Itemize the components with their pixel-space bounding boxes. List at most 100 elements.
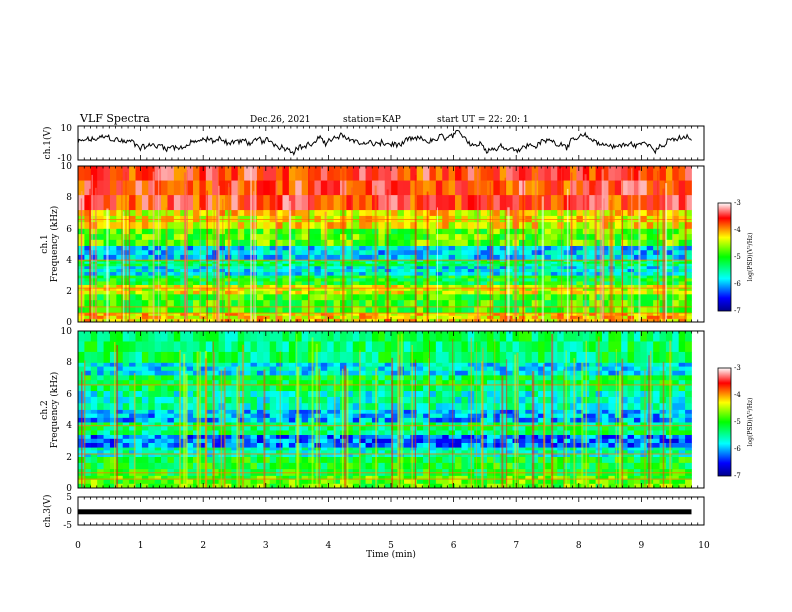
spectrogram-cell: [621, 166, 628, 181]
spectrogram-cell: [499, 195, 507, 211]
spectrogram-cell: [391, 430, 398, 436]
spectrogram-cell: [263, 261, 271, 265]
spectrogram-cell: [685, 434, 692, 440]
spectrogram-cell: [678, 413, 686, 419]
spectrogram-cell: [455, 228, 462, 235]
spectrogram-cell: [135, 265, 143, 270]
spectrogram-cell: [474, 462, 481, 470]
spectrogram-cell: [359, 456, 366, 464]
spectrogram-cell: [90, 409, 98, 415]
spectrogram-cell: [429, 180, 437, 196]
spectrogram-cell: [180, 180, 188, 196]
spectrogram-cell: [685, 259, 692, 263]
spectrogram-cell: [282, 396, 290, 404]
spectrogram-cell: [199, 438, 207, 444]
spectrogram-cell: [384, 403, 392, 410]
spectrogram-cell: [212, 462, 219, 470]
spectrogram-cell: [282, 228, 290, 235]
spectrogram-cell: [365, 422, 373, 427]
spectrogram-cell: [423, 263, 430, 267]
spectrogram-cell: [410, 475, 418, 481]
spectrogram-cell: [633, 456, 641, 464]
spectrogram-cell: [672, 306, 680, 314]
spectrogram-cell: [116, 456, 124, 464]
spectrogram-cell: [614, 259, 622, 263]
spectrogram-cell: [199, 312, 207, 317]
spectrogram-cell: [627, 475, 635, 481]
spectrogram-cell: [148, 290, 156, 295]
spectrogram-cell: [148, 434, 156, 440]
spectrogram-cell: [129, 261, 136, 265]
spectrogram-cell: [455, 239, 462, 246]
spectrogram-cell: [327, 239, 335, 246]
spectrogram-cell: [455, 442, 462, 448]
spectrogram-cell: [423, 281, 430, 285]
spectrogram-cell: [672, 259, 680, 263]
spectrogram-cell: [173, 287, 181, 292]
spectrogram-cell: [301, 447, 309, 451]
spectrogram-cell: [442, 426, 450, 431]
spectrogram-cell: [224, 479, 232, 485]
spectrogram-cell: [193, 272, 200, 276]
spectrogram-cell: [423, 250, 430, 256]
spectrogram-cell: [416, 438, 424, 444]
spectrogram-cell: [295, 278, 303, 282]
spectrogram-cell: [384, 483, 392, 489]
spectrogram-cell: [116, 228, 124, 235]
spectrogram-cell: [378, 239, 386, 246]
spectrogram-cell: [288, 166, 296, 181]
spectrogram-cell: [442, 300, 450, 307]
spectrogram-cell: [538, 228, 545, 235]
spectrogram-cell: [442, 442, 450, 448]
spectrogram-cell: [327, 442, 335, 448]
spectrogram-cell: [129, 209, 136, 217]
spectrogram-cell: [435, 245, 443, 251]
spectrogram-cell: [461, 312, 469, 317]
spectrogram-cell: [231, 430, 239, 436]
spectrogram-cell: [672, 272, 680, 276]
spectrogram-cell: [448, 245, 456, 251]
spectrogram-cell: [448, 312, 456, 317]
spectrogram-cell: [499, 268, 507, 273]
spectrogram-cell: [614, 263, 622, 267]
spectrogram-cell: [614, 438, 622, 444]
spectrogram-cell: [135, 228, 143, 235]
spectrogram-cell: [633, 268, 641, 273]
spectrogram-cell: [672, 434, 680, 440]
spectrogram-cell: [640, 272, 648, 276]
spectrogram-cell: [518, 263, 526, 267]
spectrogram-cell: [352, 413, 360, 419]
spectrogram-cell: [186, 422, 194, 427]
spectrogram-cell: [173, 254, 181, 260]
spectrogram-cell: [212, 234, 219, 241]
spectrogram-cell: [538, 306, 545, 314]
spectrogram-cell: [199, 290, 207, 295]
spectrogram-cell: [589, 290, 597, 295]
spectrogram-cell: [320, 259, 328, 263]
spectrogram-cell: [359, 195, 366, 211]
spectrogram-cell: [327, 263, 335, 267]
spectrogram-cell: [84, 245, 92, 251]
spectrogram-cell: [365, 426, 373, 431]
spectrogram-cell: [340, 422, 347, 427]
spectrogram-cell: [199, 254, 207, 260]
spectrogram-cell: [359, 475, 366, 481]
spectrogram-burst: [250, 167, 252, 322]
spectrogram-cell: [614, 426, 622, 431]
spectrogram-cell: [653, 209, 660, 217]
spectrogram-cell: [493, 281, 501, 285]
spectrogram-cell: [352, 453, 360, 457]
spectrogram-cell: [212, 250, 219, 256]
spectrogram-cell: [627, 281, 635, 285]
spectrogram-cell: [640, 430, 648, 436]
spectrogram-cell: [256, 456, 264, 464]
spectrogram-cell: [678, 430, 686, 436]
spectrogram-cell: [576, 195, 584, 211]
spectrogram-cell: [678, 422, 686, 427]
spectrogram-cell: [391, 250, 398, 256]
spectrogram-cell: [212, 263, 219, 267]
spectrogram-cell: [461, 290, 469, 295]
spectrogram-cell: [403, 430, 411, 436]
spectrogram-cell: [646, 265, 654, 270]
spectrogram-cell: [129, 268, 136, 273]
